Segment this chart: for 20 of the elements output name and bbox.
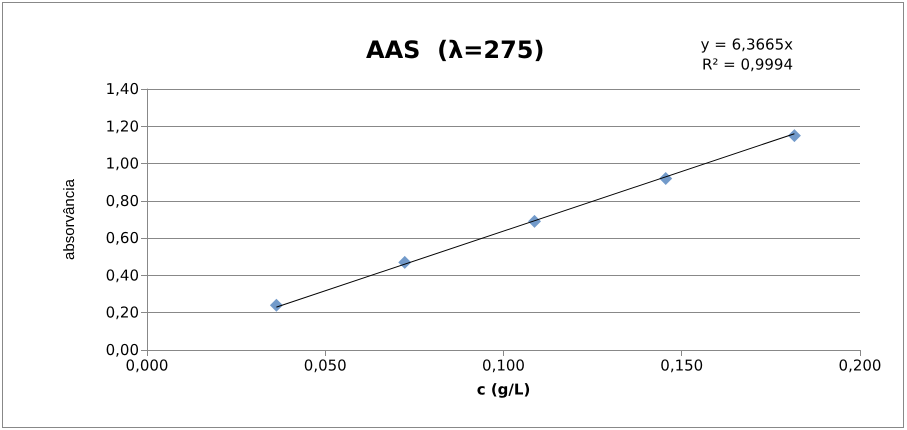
chart-title: AAS (λ=275) (366, 36, 544, 64)
y-tick-label: 0,60 (106, 229, 139, 248)
x-tick-label: 0,200 (838, 356, 882, 374)
x-tick-label: 0,100 (482, 356, 525, 374)
y-axis-title: absorvância (61, 178, 78, 260)
point (270, 298, 283, 312)
x-tick-label: 0,050 (304, 356, 347, 374)
y-tick-label: 1,20 (106, 117, 139, 136)
x-axis-title: c (g/L) (476, 380, 530, 398)
text: y = 6,3665x (700, 36, 794, 54)
y-tick-label: 0,80 (106, 192, 139, 210)
x-tick-label: 0,150 (660, 356, 704, 374)
text: R² = 0,9994 (702, 56, 794, 74)
point (788, 129, 801, 142)
y-tick-label: 1,40 (106, 80, 139, 98)
y-tick-label: 0,00 (106, 341, 139, 359)
x-tick-label: 0,000 (126, 356, 168, 374)
y-tick-label: 0,20 (106, 304, 139, 322)
y-tick-label: 0,40 (106, 266, 139, 284)
y-tick-label: 1,00 (106, 154, 139, 173)
